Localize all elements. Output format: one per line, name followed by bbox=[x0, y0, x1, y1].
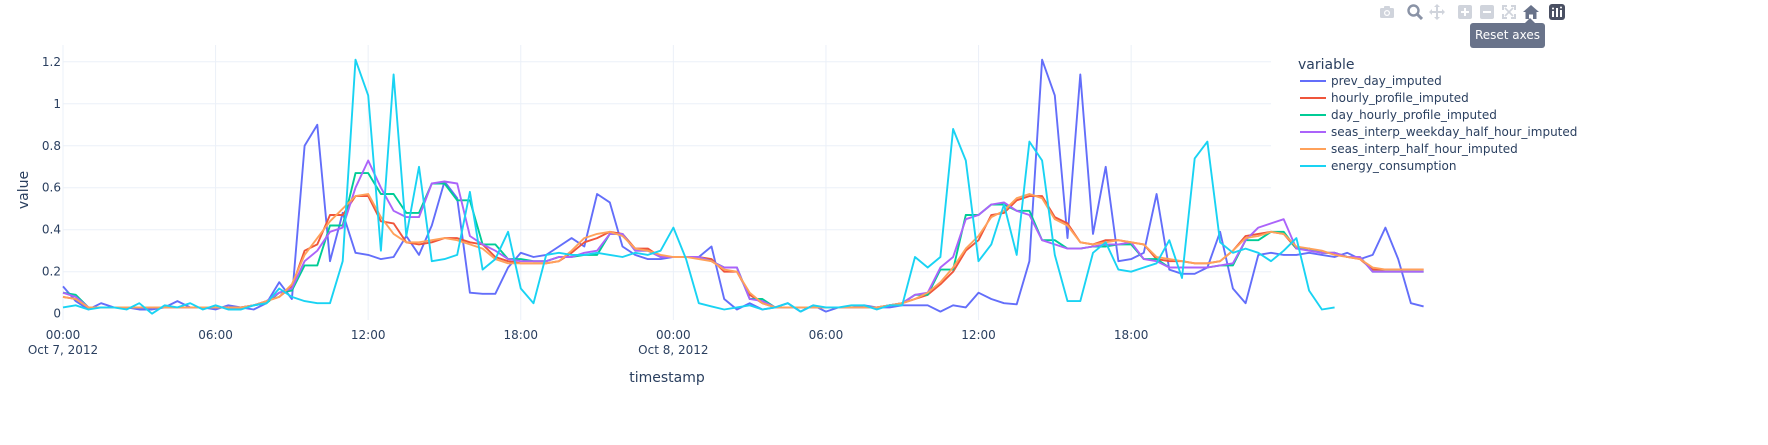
home-icon[interactable] bbox=[1520, 2, 1542, 22]
x-tick-date-label: Oct 8, 2012 bbox=[638, 343, 708, 357]
series-line-prev-day-imputed[interactable] bbox=[62, 58, 1424, 313]
reset-axes-tooltip: Reset axes bbox=[1470, 18, 1545, 48]
series-line-seas-interp-half-hour-imputed[interactable] bbox=[62, 193, 1424, 309]
x-tick-label: 18:00 bbox=[503, 328, 538, 342]
x-tick-label: 18:00 bbox=[1114, 328, 1149, 342]
legend-title: variable bbox=[1298, 57, 1354, 73]
plotly-logo-icon[interactable] bbox=[1546, 2, 1568, 22]
x-tick-date-label: Oct 7, 2012 bbox=[28, 343, 98, 357]
grid-lines bbox=[62, 45, 1271, 320]
legend-item-label[interactable]: prev_day_imputed bbox=[1331, 74, 1442, 88]
series-line-energy-consumption[interactable] bbox=[62, 58, 1335, 315]
y-tick-label: 0.2 bbox=[42, 265, 61, 279]
y-tick-label: 1 bbox=[53, 97, 61, 111]
legend: variable prev_day_imputed hourly_profile_… bbox=[1298, 57, 1577, 173]
legend-item-label[interactable]: seas_interp_weekday_half_hour_imputed bbox=[1331, 125, 1577, 139]
zoom-icon[interactable] bbox=[1404, 2, 1426, 22]
x-tick-label: 06:00 bbox=[809, 328, 844, 342]
y-tick-label: 0.8 bbox=[42, 139, 61, 153]
zoom-out-icon[interactable] bbox=[1476, 2, 1498, 22]
x-axis-title: timestamp bbox=[629, 370, 705, 386]
legend-item-label[interactable]: hourly_profile_imputed bbox=[1331, 91, 1469, 105]
legend-item-label[interactable]: energy_consumption bbox=[1331, 159, 1457, 173]
modebar bbox=[1376, 2, 1568, 22]
camera-icon[interactable] bbox=[1376, 2, 1398, 22]
x-tick-label: 00:00 bbox=[656, 328, 691, 342]
autoscale-icon[interactable] bbox=[1498, 2, 1520, 22]
y-tick-label: 0.6 bbox=[42, 181, 61, 195]
x-tick-label: 06:00 bbox=[198, 328, 233, 342]
y-tick-label: 1.2 bbox=[42, 55, 61, 69]
y-tick-labels: 0 0.2 0.4 0.6 0.8 1 1.2 bbox=[42, 55, 61, 321]
x-tick-label: 00:00 bbox=[46, 328, 81, 342]
y-tick-label: 0.4 bbox=[42, 223, 61, 237]
zoom-in-icon[interactable] bbox=[1454, 2, 1476, 22]
y-tick-label: 0 bbox=[53, 307, 61, 321]
legend-item-label[interactable]: seas_interp_half_hour_imputed bbox=[1331, 142, 1518, 156]
y-axis-title: value bbox=[16, 171, 32, 209]
series-line-hourly-profile-imputed[interactable] bbox=[62, 195, 1424, 309]
legend-item-label[interactable]: day_hourly_profile_imputed bbox=[1331, 108, 1497, 122]
series-lines bbox=[62, 58, 1424, 315]
pan-icon[interactable] bbox=[1426, 2, 1448, 22]
x-tick-label: 12:00 bbox=[351, 328, 386, 342]
x-tick-label: 12:00 bbox=[961, 328, 996, 342]
